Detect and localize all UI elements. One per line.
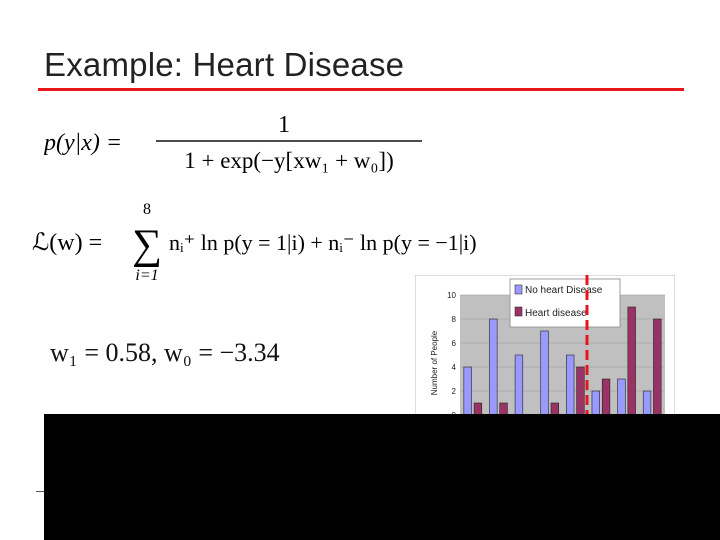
bar-no-heart-disease xyxy=(514,354,524,416)
y-tick-label: 6 xyxy=(452,339,457,348)
heart-disease-chart: 0246810 Number of People No heart Diseas… xyxy=(414,260,676,426)
bar-heart-disease xyxy=(601,378,611,416)
legend-label-heart-disease: Heart disease xyxy=(525,308,587,319)
sum-sigma: ∑ xyxy=(132,222,162,268)
title-underline xyxy=(38,88,684,91)
legend-label-no-heart-disease: No heart Disease xyxy=(525,285,603,296)
bar-no-heart-disease xyxy=(540,330,549,416)
bar-heart-disease xyxy=(653,318,662,416)
y-tick-label: 8 xyxy=(452,315,457,324)
legend-box xyxy=(509,278,621,328)
legend-swatch-no-heart-disease xyxy=(514,284,523,295)
logistic-lhs: p(y|x) = xyxy=(44,130,122,156)
likelihood-body: nᵢ⁺ ln p(y = 1|i) + nᵢ⁻ ln p(y = −1|i) xyxy=(169,230,477,255)
logistic-denominator: 1 + exp(−y[xw₁ + w₀]) xyxy=(184,148,394,173)
likelihood-lhs: ℒ(w) = xyxy=(32,230,102,256)
y-tick-label: 2 xyxy=(452,387,457,396)
bar-no-heart-disease xyxy=(642,390,652,416)
bars xyxy=(463,306,662,416)
sum-lower-limit: i=1 xyxy=(135,267,158,284)
logistic-equation: p(y|x) = 1 1 + exp(−y[xw₁ + w₀]) xyxy=(44,112,422,173)
bar-no-heart-disease xyxy=(617,378,626,416)
y-tick-label: 4 xyxy=(452,363,457,372)
bar-no-heart-disease xyxy=(463,366,472,416)
bar-no-heart-disease xyxy=(566,354,575,416)
likelihood-equation: ℒ(w) = 8 ∑ i=1 nᵢ⁺ ln p(y = 1|i) + nᵢ⁻ l… xyxy=(32,201,477,284)
bar-heart-disease xyxy=(576,366,585,416)
slide-title: Example: Heart Disease xyxy=(44,46,405,83)
result-equation: w₁ = 0.58, w₀ = −3.34 xyxy=(50,338,280,367)
y-tick-label: 10 xyxy=(447,291,456,300)
bar-heart-disease xyxy=(627,306,636,416)
occluding-black-box xyxy=(44,414,720,540)
logistic-numerator: 1 xyxy=(278,112,290,138)
legend: No heart Disease Heart disease xyxy=(509,278,621,328)
bar-no-heart-disease xyxy=(489,318,498,416)
bar-chart-svg: 0246810 Number of People No heart Diseas… xyxy=(414,260,676,426)
bottom-left-tick xyxy=(36,491,44,492)
bar-no-heart-disease xyxy=(591,390,600,416)
legend-swatch-heart-disease xyxy=(514,306,523,317)
y-axis-label: Number of People xyxy=(430,330,439,395)
sum-upper-limit: 8 xyxy=(143,201,151,218)
